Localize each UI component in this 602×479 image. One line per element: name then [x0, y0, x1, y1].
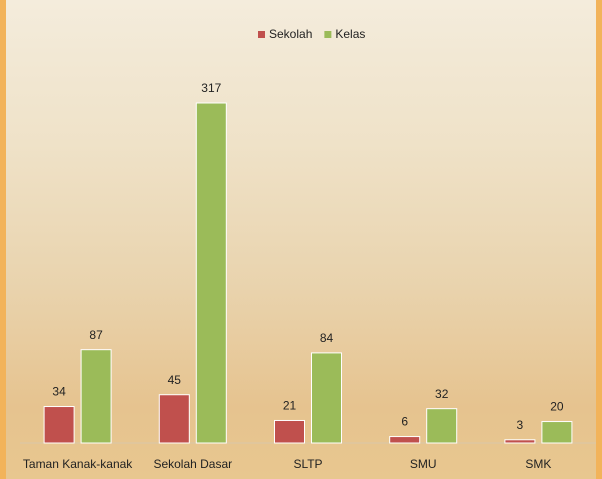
frame-edge: [596, 0, 602, 479]
legend-swatch: [324, 31, 331, 38]
chart: Sekolah Kelas Taman Kanak-kanak 34 87 Sekolah…: [0, 0, 602, 479]
data-label: 45: [168, 373, 182, 387]
x-tick-label: SMK: [525, 457, 551, 471]
data-label: 3: [517, 418, 524, 432]
bar: [275, 420, 305, 443]
bar: [312, 353, 342, 443]
screenshot: Sekolah Kelas Taman Kanak-kanak 34 87 Sekolah…: [0, 0, 602, 479]
bar: [390, 437, 420, 443]
bar: [81, 350, 111, 443]
bar: [44, 407, 74, 443]
x-tick-label: SMU: [410, 457, 437, 471]
data-label: 84: [320, 331, 334, 345]
x-tick-label: Sekolah Dasar: [153, 457, 232, 471]
data-label: 34: [52, 385, 66, 399]
data-label: 6: [401, 415, 408, 429]
data-label: 21: [283, 399, 297, 413]
x-tick-label: SLTP: [293, 457, 322, 471]
legend-label: Kelas: [335, 27, 365, 41]
bar: [159, 395, 189, 443]
bar: [505, 440, 535, 443]
bar: [542, 422, 572, 443]
frame-edge: [0, 0, 6, 479]
data-label: 87: [89, 328, 103, 342]
bar: [427, 409, 457, 443]
data-label: 20: [550, 400, 564, 414]
data-label: 32: [435, 387, 449, 401]
legend-label: Sekolah: [269, 27, 312, 41]
legend-swatch: [258, 31, 265, 38]
bar: [196, 103, 226, 443]
x-tick-label: Taman Kanak-kanak: [23, 457, 133, 471]
data-label: 317: [201, 81, 221, 95]
